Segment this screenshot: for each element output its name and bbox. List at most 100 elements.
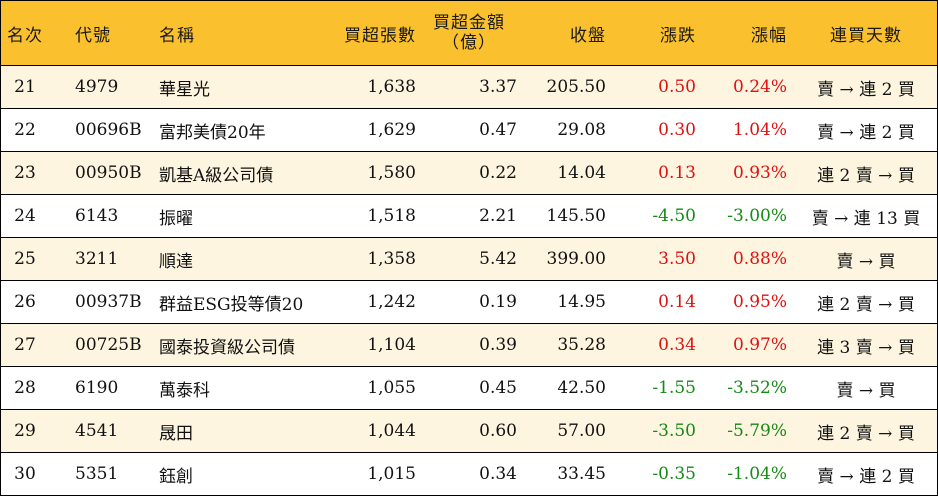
close-cell: 205.50	[546, 77, 606, 97]
close-cell: 145.50	[546, 206, 606, 226]
rank-cell: 29	[14, 421, 36, 441]
buy-amount-cell: 2.21	[479, 206, 517, 226]
header-close: 收盤	[570, 25, 606, 46]
rank-cell: 30	[14, 464, 36, 484]
change-cell: 3.50	[658, 249, 696, 269]
header-buy-lots: 買超張數	[344, 25, 416, 46]
change-cell: 0.34	[658, 335, 696, 355]
change-cell: 0.50	[658, 77, 696, 97]
buy-lots-cell: 1,580	[367, 163, 416, 183]
code-cell: 4541	[75, 421, 119, 441]
code-cell: 4979	[75, 77, 119, 97]
header-change-pct: 漲幅	[751, 25, 787, 46]
table-row: 26 00937B 群益ESG投等債20 1,242 0.19 14.95 0.14 0.95…	[1, 280, 937, 323]
change-cell: 0.13	[658, 163, 696, 183]
header-code: 代號	[75, 25, 111, 46]
name-cell: 群益ESG投等債20	[159, 294, 304, 315]
name-cell: 萬泰科	[159, 380, 210, 401]
buy-amount-cell: 0.34	[479, 464, 517, 484]
buy-amount-cell: 0.22	[479, 163, 517, 183]
code-cell: 00725B	[75, 335, 142, 355]
streak-cell: 賣 → 買	[836, 380, 896, 401]
change-pct-cell: -1.04%	[727, 464, 787, 484]
buy-lots-cell: 1,518	[367, 206, 416, 226]
close-cell: 14.95	[557, 292, 606, 312]
streak-cell: 賣 → 連 2 買	[817, 466, 915, 487]
code-cell: 00950B	[75, 163, 142, 183]
rank-cell: 25	[14, 249, 36, 269]
buy-amount-cell: 0.45	[479, 378, 517, 398]
change-pct-cell: -3.52%	[727, 378, 787, 398]
code-cell: 6143	[75, 206, 119, 226]
table-row: 25 3211 順達 1,358 5.42 399.00 3.50 0.88% 賣 → 買	[1, 237, 937, 280]
buy-lots-cell: 1,629	[367, 120, 416, 140]
change-cell: -3.50	[652, 421, 696, 441]
streak-cell: 連 3 賣 → 買	[817, 337, 915, 358]
buy-amount-cell: 0.47	[479, 120, 517, 140]
code-cell: 6190	[75, 378, 119, 398]
change-cell: -1.55	[652, 378, 696, 398]
name-cell: 國泰投資級公司債	[159, 337, 295, 358]
change-pct-cell: 0.88%	[732, 249, 787, 269]
header-streak: 連買天數	[830, 25, 902, 46]
rank-cell: 21	[14, 77, 36, 97]
buy-lots-cell: 1,242	[367, 292, 416, 312]
table-row: 23 00950B 凱基A級公司債 1,580 0.22 14.04 0.13 0.93% 連 …	[1, 151, 937, 194]
close-cell: 29.08	[557, 120, 606, 140]
streak-cell: 賣 → 連 2 買	[817, 79, 915, 100]
change-pct-cell: -5.79%	[727, 421, 787, 441]
streak-cell: 連 2 賣 → 買	[817, 423, 915, 444]
name-cell: 凱基A級公司債	[159, 165, 274, 186]
close-cell: 14.04	[557, 163, 606, 183]
table-row: 28 6190 萬泰科 1,055 0.45 42.50 -1.55 -3.52% 賣 → 買	[1, 366, 937, 409]
header-change: 漲跌	[660, 25, 696, 46]
header-buy-amount-unit: （億）	[442, 33, 496, 53]
buy-amount-cell: 0.19	[479, 292, 517, 312]
name-cell: 晟田	[159, 423, 193, 444]
buy-lots-cell: 1,044	[367, 421, 416, 441]
table-header: 名次 代號 名稱 買超張數 買超金額 （億） 收盤 漲跌 漲幅 連買天數	[1, 1, 937, 65]
rank-cell: 28	[14, 378, 36, 398]
name-cell: 振曜	[159, 208, 193, 229]
name-cell: 鈺創	[159, 466, 193, 487]
code-cell: 00696B	[75, 120, 142, 140]
change-pct-cell: -3.00%	[727, 206, 787, 226]
streak-cell: 賣 → 連 2 買	[817, 122, 915, 143]
table-row: 29 4541 晟田 1,044 0.60 57.00 -3.50 -5.79% 連 2 賣 →…	[1, 409, 937, 452]
code-cell: 5351	[75, 464, 119, 484]
change-cell: -4.50	[652, 206, 696, 226]
name-cell: 順達	[159, 251, 193, 272]
change-pct-cell: 0.97%	[732, 335, 787, 355]
buy-amount-cell: 5.42	[479, 249, 517, 269]
streak-cell: 賣 → 買	[836, 251, 896, 272]
header-buy-amount: 買超金額 （億）	[421, 1, 517, 65]
rank-cell: 24	[14, 206, 36, 226]
change-pct-cell: 0.24%	[732, 77, 787, 97]
buy-amount-cell: 0.39	[479, 335, 517, 355]
rank-cell: 23	[14, 163, 36, 183]
change-cell: 0.14	[658, 292, 696, 312]
table-row: 24 6143 振曜 1,518 2.21 145.50 -4.50 -3.00% 賣 → 連 …	[1, 194, 937, 237]
close-cell: 42.50	[557, 378, 606, 398]
rank-cell: 22	[14, 120, 36, 140]
name-cell: 華星光	[159, 79, 210, 100]
table-row: 27 00725B 國泰投資級公司債 1,104 0.39 35.28 0.34 0.97% 連…	[1, 323, 937, 366]
buy-amount-cell: 0.60	[479, 421, 517, 441]
change-pct-cell: 0.93%	[732, 163, 787, 183]
change-cell: -0.35	[652, 464, 696, 484]
rank-cell: 27	[14, 335, 36, 355]
change-pct-cell: 1.04%	[732, 120, 787, 140]
code-cell: 3211	[75, 249, 119, 269]
buy-lots-cell: 1,638	[367, 77, 416, 97]
close-cell: 399.00	[546, 249, 606, 269]
change-cell: 0.30	[658, 120, 696, 140]
table-row: 22 00696B 富邦美債20年 1,629 0.47 29.08 0.30 1.04% 賣 …	[1, 108, 937, 151]
table-row: 30 5351 鈺創 1,015 0.34 33.45 -0.35 -1.04% 賣 → 連 2…	[1, 452, 937, 495]
close-cell: 33.45	[557, 464, 606, 484]
close-cell: 35.28	[557, 335, 606, 355]
buy-lots-cell: 1,055	[367, 378, 416, 398]
buy-lots-cell: 1,358	[367, 249, 416, 269]
header-name: 名稱	[159, 25, 195, 46]
table-row: 21 4979 華星光 1,638 3.37 205.50 0.50 0.24% 賣 → 連 2…	[1, 65, 937, 108]
